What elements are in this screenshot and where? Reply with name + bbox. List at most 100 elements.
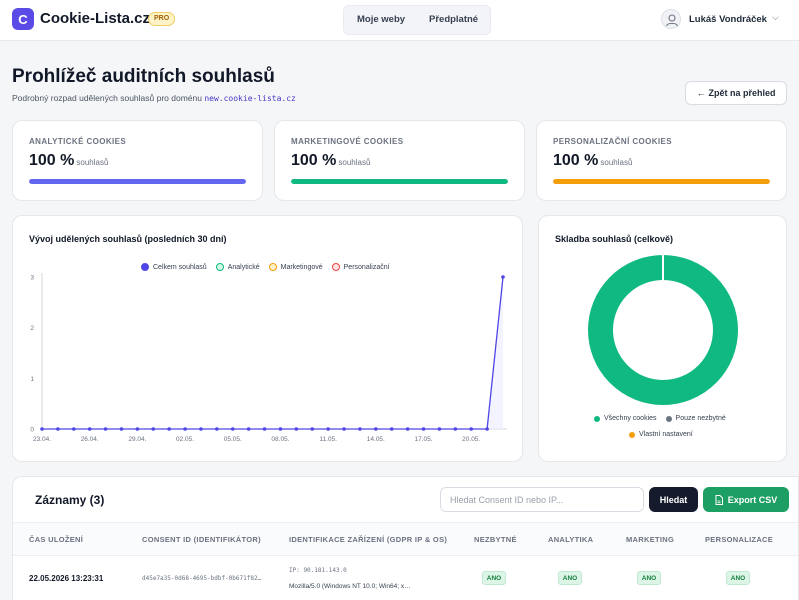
subtitle-text: Podrobný rozpad udělených souhlasů pro d… (12, 93, 202, 103)
stat-value: 100 % souhlasů (291, 152, 371, 169)
data-point (103, 427, 108, 431)
data-point (56, 427, 60, 431)
stat-card-analytics: ANALYTICKÉ COOKIES 100 % souhlasů (12, 120, 263, 201)
x-tick-label: 14.05. (367, 436, 385, 443)
back-button-label: Zpět na přehled (708, 88, 776, 98)
data-point (358, 427, 362, 431)
status-badge: ANO (726, 571, 750, 585)
progress-bar (291, 179, 508, 184)
data-point (342, 427, 346, 431)
back-to-overview-button[interactable]: ← Zpět na přehled (685, 81, 787, 105)
column-header[interactable]: CONSENT ID (IDENTIFIKÁTOR) (142, 535, 261, 544)
user-avatar-icon[interactable] (661, 9, 681, 29)
legend-label[interactable]: Analytické (227, 263, 260, 271)
legend-label[interactable]: Celkem souhlasů (153, 263, 207, 271)
column-header[interactable]: MARKETING (626, 535, 675, 544)
data-point (215, 427, 219, 431)
data-point (469, 427, 474, 431)
chart-title: Vývoj udělených souhlasů (posledních 30 … (29, 234, 227, 244)
status-badge: ANO (558, 571, 582, 585)
file-icon (715, 494, 723, 505)
records-title: Záznamy (3) (35, 493, 105, 507)
progress-bar (29, 179, 246, 184)
x-tick-label: 20.05. (462, 436, 480, 443)
consent-trend-card: Vývoj udělených souhlasů (posledních 30 … (12, 215, 523, 462)
legend-label[interactable]: Personalizační (343, 263, 390, 271)
column-header[interactable]: IDENTIFIKACE ZAŘÍZENÍ (GDPR IP & OS) (289, 535, 448, 544)
search-button[interactable]: Hledat (649, 487, 698, 512)
search-input[interactable] (440, 487, 644, 512)
data-point (421, 427, 426, 431)
domain-name: new.cookie-lista.cz (204, 94, 296, 103)
legend-marker (594, 415, 600, 422)
data-point (262, 427, 267, 431)
data-point (71, 427, 76, 431)
progress-bar (553, 179, 770, 184)
status-badge: ANO (482, 571, 506, 585)
stat-label: PERSONALIZAČNÍ COOKIES (553, 137, 673, 146)
stat-card-marketing: MARKETINGOVÉ COOKIES 100 % souhlasů (274, 120, 525, 201)
legend-marker (141, 263, 149, 271)
data-point (326, 427, 330, 431)
table-header: ČAS ULOŽENÍ CONSENT ID (IDENTIFIKÁTOR) I… (13, 522, 798, 556)
data-point (167, 427, 171, 431)
legend-label[interactable]: Vlastní nastavení (639, 431, 693, 438)
data-point (246, 427, 251, 431)
legend-label[interactable]: Všechny cookies (604, 415, 657, 422)
legend-marker (629, 431, 635, 438)
record-consent-id[interactable]: d45e7a35-0d68-4695-bdbf-0b671f82… (142, 575, 262, 582)
stat-label: ANALYTICKÉ COOKIES (29, 137, 127, 146)
x-tick-label: 26.04. (81, 436, 99, 443)
records-card: Záznamy (3) Hledat Export CSV ČAS ULOŽEN… (12, 476, 799, 600)
column-header[interactable]: NEZBYTNÉ (474, 535, 517, 544)
column-header[interactable]: ANALYTIKA (548, 535, 594, 544)
progress-fill (29, 179, 246, 184)
data-point (437, 427, 442, 431)
data-point (485, 427, 489, 431)
legend-label[interactable]: Marketingové (280, 263, 323, 271)
x-tick-label: 17.05. (414, 436, 432, 443)
x-tick-label: 02.05. (176, 436, 194, 443)
donut-legend: Všechny cookies Pouze nezbytné (594, 415, 726, 422)
series-line-total (42, 276, 504, 430)
user-name[interactable]: Lukáš Vondráček (689, 14, 767, 25)
main-nav: Moje weby Předplatné (343, 5, 491, 35)
y-tick-label: 1 (30, 376, 34, 383)
logo-icon[interactable]: C (12, 8, 34, 30)
data-point (310, 427, 315, 431)
column-header[interactable]: PERSONALIZACE (705, 535, 774, 544)
nav-my-websites[interactable]: Moje weby (357, 14, 406, 25)
legend-label[interactable]: Pouze nezbytné (675, 415, 726, 422)
export-csv-button[interactable]: Export CSV (703, 487, 789, 512)
data-point (135, 427, 140, 431)
stat-card-personalization: PERSONALIZAČNÍ COOKIES 100 % souhlasů (536, 120, 787, 201)
stat-value: 100 % souhlasů (29, 152, 109, 169)
status-badge: ANO (637, 571, 661, 585)
data-point (230, 427, 235, 431)
legend-marker (268, 263, 277, 271)
data-point (374, 427, 378, 431)
stat-label: MARKETINGOVÉ COOKIES (291, 137, 404, 146)
page-title: Prohlížeč auditních souhlasů (12, 66, 275, 87)
legend-marker (215, 263, 224, 271)
brand-name[interactable]: Cookie-Lista.cz (40, 10, 151, 27)
nav-subscription[interactable]: Předplatné (429, 14, 479, 25)
data-point (294, 427, 299, 431)
data-point (183, 427, 187, 431)
record-ip: IP: 90.181.143.0 (289, 567, 347, 574)
column-header[interactable]: ČAS ULOŽENÍ (29, 535, 84, 544)
data-point (119, 427, 124, 431)
progress-fill (553, 179, 770, 184)
y-tick-label: 2 (30, 325, 34, 332)
line-chart: 0 1 2 3 23.04. 26.04. 29.04. 02.05. 05.05. 08.05.… (30, 273, 507, 443)
stat-value: 100 % souhlasů (553, 152, 633, 169)
x-tick-label: 08.05. (271, 436, 289, 443)
data-point (453, 427, 458, 431)
data-point (501, 275, 505, 279)
legend-marker (331, 263, 340, 271)
donut-slice (588, 255, 738, 405)
chevron-down-icon[interactable]: ⌵ (772, 12, 779, 22)
consent-composition-card: Skladba souhlasů (celkově) Všechny cooki… (538, 215, 787, 462)
chart-legend: Celkem souhlasů Analytické Marketingové … (141, 263, 390, 271)
x-tick-label: 05.05. (224, 436, 242, 443)
